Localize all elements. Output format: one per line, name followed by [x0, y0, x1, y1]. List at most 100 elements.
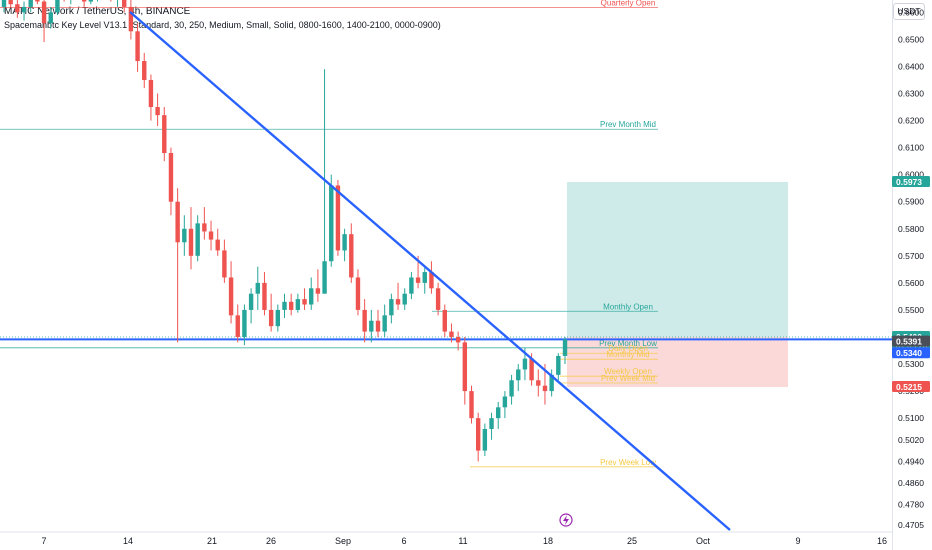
price-tag [892, 335, 930, 347]
candle-body [516, 369, 521, 381]
candle-body [28, 0, 33, 7]
key-level-label: Prev Week Low [600, 458, 656, 467]
candle-body [509, 380, 514, 397]
key-level-label: Prev Month Low [599, 339, 657, 348]
indicator-label[interactable]: Spacemanbtc Key Level V13.1 (Standard, 3… [4, 20, 441, 30]
candle-body [88, 0, 94, 2]
candle-body [81, 0, 87, 2]
y-tick-label: 0.5300 [898, 359, 924, 369]
chart-title: MATIC Network / TetherUS, 4h, BINANCE [4, 6, 191, 17]
candle-body [389, 299, 394, 316]
candle-body [255, 282, 260, 294]
candle-body [369, 320, 374, 332]
candle-body [195, 223, 200, 256]
candle-body [182, 228, 187, 243]
candle-body [309, 288, 314, 305]
price-tag-label: 0.5391 [896, 337, 922, 347]
candle-body [422, 272, 427, 283]
candle-body [235, 315, 240, 337]
candle-body [455, 336, 461, 343]
candle-body [188, 228, 194, 256]
y-tick-label: 0.5600 [898, 278, 924, 288]
candle-body [222, 250, 227, 278]
currency-button[interactable]: USDT [893, 3, 925, 20]
candle-body [542, 385, 548, 392]
candle-body [409, 277, 414, 294]
price-tag [892, 347, 930, 359]
y-tick-label: 0.4780 [898, 500, 924, 510]
candle-body [429, 272, 434, 289]
lightning-icon[interactable] [559, 513, 573, 527]
price-axis-divider [892, 0, 893, 550]
candle-body [382, 315, 387, 332]
candle-body [402, 293, 407, 305]
candle-body [262, 282, 267, 310]
candle-body [482, 428, 488, 451]
target-zone [567, 181, 788, 337]
y-tick-label: 0.4705 [898, 520, 924, 530]
key-level-label: Quarterly Open [601, 0, 656, 7]
candle-body [162, 115, 167, 154]
price-tag-label: 0.5340 [896, 348, 922, 358]
key-level-label: Prev Week Mid [601, 374, 655, 383]
y-tick-label: 0.5020 [898, 435, 924, 445]
price-tag-label: 0.5215 [896, 382, 922, 392]
key-level-label: Daily Open [608, 344, 648, 353]
x-tick-label: 25 [627, 536, 637, 546]
candle-body [208, 231, 214, 240]
candle-body [148, 79, 154, 108]
y-tick-label: 0.5500 [898, 305, 924, 315]
candle-body [48, 12, 53, 24]
candle-body [375, 320, 381, 332]
candle-body [142, 61, 147, 80]
candle-body [335, 185, 341, 251]
key-level-label: Monthly Mid [606, 350, 649, 359]
trend-line [129, 11, 731, 531]
y-tick-label: 0.6300 [898, 89, 924, 99]
candle-body [355, 277, 361, 310]
candle-body [35, 0, 40, 2]
candle-body [282, 301, 287, 310]
candle-body [475, 418, 481, 451]
x-tick-label: 7 [41, 536, 46, 546]
y-tick-label: 0.6400 [898, 61, 924, 71]
key-level-label: Weekly Open [604, 367, 652, 376]
y-tick-label: 0.5900 [898, 197, 924, 207]
candle-body [522, 358, 528, 370]
candle-body [315, 288, 321, 294]
y-tick-label: 0.5700 [898, 251, 924, 261]
candle-body [268, 309, 274, 327]
candle-body [155, 107, 160, 116]
candle-body [8, 0, 13, 5]
lightning-glyph [563, 515, 569, 525]
candle-body [135, 31, 140, 62]
candle-body [442, 309, 447, 332]
y-tick-label: 0.6200 [898, 116, 924, 126]
candle-body [242, 309, 247, 337]
key-level-label: Monthly Open [603, 302, 653, 311]
candle-body [275, 309, 281, 327]
x-tick-label: 18 [543, 536, 553, 546]
candle-body [322, 261, 327, 294]
candle-body [462, 342, 468, 392]
candle-body [41, 1, 47, 24]
candle-body [168, 153, 174, 202]
y-tick-label: 0.5100 [898, 413, 924, 423]
candle-body [502, 396, 508, 408]
key-level-label: Prev Month Mid [600, 120, 656, 129]
candle-body [302, 299, 307, 305]
candle-body [449, 331, 454, 337]
candle-body [215, 239, 220, 251]
x-tick-label: 21 [207, 536, 217, 546]
candle-body [21, 6, 27, 13]
candle-body [489, 418, 494, 429]
candle-body [362, 309, 367, 332]
candle-body [469, 391, 474, 419]
candle-body [175, 201, 180, 243]
y-tick-label: 0.6100 [898, 143, 924, 153]
candle-body [288, 301, 294, 310]
candle-body [15, 4, 20, 13]
candle-body [556, 355, 561, 375]
price-tag [892, 175, 930, 187]
